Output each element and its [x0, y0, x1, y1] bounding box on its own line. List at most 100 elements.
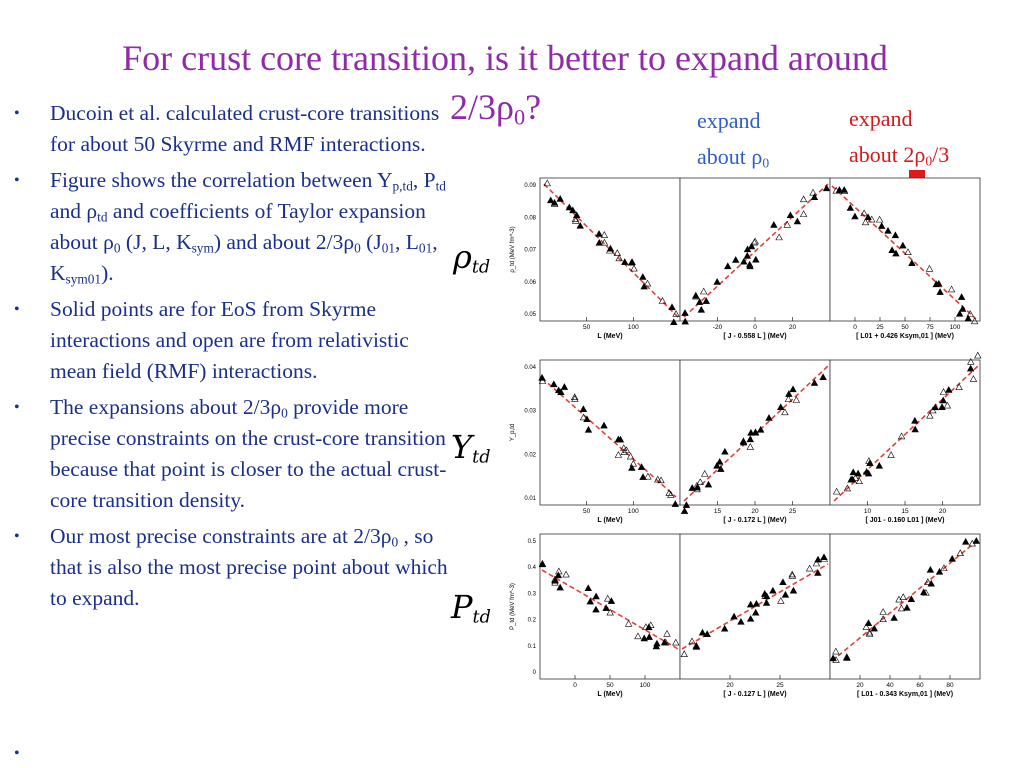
x-axis-label: [ J - 0.558 L ] (MeV) [723, 333, 786, 340]
bullet-5-text-b: , so that is also the most precise point… [50, 524, 448, 610]
data-point [620, 444, 628, 451]
title-line1: For crust core transition, is it better … [122, 38, 888, 78]
data-point [875, 461, 884, 469]
data-point [565, 203, 574, 211]
data-point [832, 656, 840, 663]
x-tick-label: 20 [726, 682, 734, 689]
x-tick-label: 15 [901, 508, 909, 515]
x-axis-label: L (MeV) [597, 517, 622, 524]
data-point [866, 630, 874, 637]
expand-red-suffix: /3 [932, 142, 950, 167]
data-point [634, 632, 642, 640]
x-tick-label: 20 [856, 682, 864, 689]
data-point [884, 226, 892, 234]
data-point [721, 447, 729, 455]
data-point [789, 586, 798, 594]
data-point [760, 590, 769, 597]
x-axis-label: [ L01 - 0.343 Ksym,01 ] (MeV) [857, 691, 953, 698]
data-point [970, 317, 979, 325]
data-point [670, 318, 678, 326]
data-point [688, 637, 696, 645]
x-tick-label: 0 [573, 682, 577, 689]
data-point [781, 590, 790, 598]
data-point [897, 432, 906, 440]
data-point [550, 380, 558, 388]
data-point [746, 614, 755, 622]
data-point [904, 248, 912, 255]
data-point [810, 193, 819, 200]
data-point [546, 196, 555, 204]
data-point [932, 280, 940, 288]
data-point [627, 259, 636, 266]
data-point [576, 222, 584, 229]
x-axis-label: [ L01 + 0.426 Ksym,01 ] (MeV) [856, 333, 954, 340]
bullet-5-sub: 0 [391, 534, 399, 550]
x-tick-label: 100 [628, 508, 639, 515]
y-axis-label: ρ_td (MeV fm^-3) [510, 226, 516, 272]
data-point [926, 565, 935, 573]
x-tick-label: 25 [789, 508, 797, 515]
data-point [579, 413, 588, 421]
x-tick-label: 25 [776, 682, 784, 689]
data-point [849, 468, 857, 476]
data-point [810, 379, 819, 386]
y-tick-label: 0.09 [524, 183, 536, 189]
bullet-4-sub: 0 [281, 405, 288, 421]
data-point [562, 570, 570, 578]
expand-blue-line2-text: about ρ [697, 144, 763, 169]
data-point [584, 584, 592, 592]
data-point [571, 395, 579, 402]
data-point [777, 597, 785, 604]
data-point [603, 594, 612, 602]
data-point [966, 310, 974, 317]
correlation-figure: 0.09 0.08 0.07 0.06 0.05 ρ_td (MeV fm^-3) 50 10… [510, 177, 982, 698]
title-line2-suffix: ? [525, 87, 542, 127]
bullet-3-text: Solid points are for EoS from Skyrme int… [50, 297, 409, 383]
data-point [607, 597, 616, 604]
data-point [640, 634, 648, 642]
data-point [854, 469, 862, 477]
x-tick-label: 10 [864, 508, 872, 515]
data-point [786, 211, 795, 219]
data-point [620, 448, 629, 455]
data-point [732, 256, 740, 263]
data-point [672, 638, 680, 646]
data-point [658, 297, 667, 304]
title-line2: 2/3ρ0? [450, 86, 541, 128]
data-point [805, 564, 814, 572]
data-point [843, 484, 852, 492]
data-point [877, 222, 886, 229]
data-point [556, 583, 564, 591]
data-point [784, 395, 793, 403]
data-point [613, 249, 622, 256]
data-point [642, 623, 650, 630]
row-label-rho-main: ρ [453, 238, 472, 276]
data-point [560, 383, 569, 390]
data-point [716, 457, 724, 465]
data-point [639, 473, 647, 480]
data-point [936, 288, 944, 295]
row-label-p-main: P [451, 588, 473, 626]
x-tick-label: 100 [640, 682, 651, 689]
data-point [629, 459, 638, 467]
data-point [972, 537, 981, 544]
bullet-4: • The expansions about 2/3ρ0 provide mor… [0, 392, 450, 516]
data-point [654, 475, 662, 483]
data-point [964, 314, 972, 322]
y-tick-label: 0.05 [524, 312, 536, 318]
data-point [762, 599, 771, 606]
bullet-dot: • [14, 105, 20, 122]
data-point [891, 231, 900, 239]
bullet-2-sub: 01 [418, 240, 433, 256]
bullet-2-text-f: ) and about 2/3ρ [213, 230, 355, 254]
data-point [663, 629, 671, 637]
data-point [832, 647, 840, 655]
data-point [595, 238, 603, 246]
x-tick-label: 60 [916, 682, 924, 689]
x-tick-label: 100 [628, 324, 639, 331]
data-point [911, 416, 919, 424]
data-point [672, 310, 680, 317]
bullet-2: • Figure shows the correlation between Y… [0, 165, 450, 289]
data-point [799, 210, 808, 217]
data-point [887, 451, 895, 458]
